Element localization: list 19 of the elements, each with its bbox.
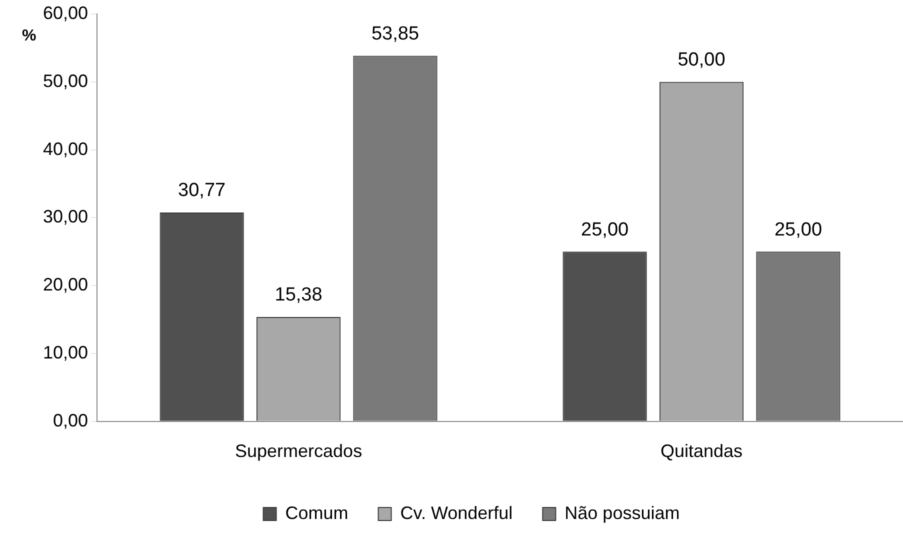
y-axis-title: %	[22, 27, 36, 44]
text: 53,85	[371, 23, 420, 44]
text: 25,00	[581, 219, 629, 240]
y-tick-label: 20,00	[42, 274, 88, 295]
y-tick-label: 10,00	[42, 342, 88, 362]
legend-label: Não possuiam	[564, 502, 680, 523]
y-tick-label: 30,00	[42, 206, 88, 227]
y-tick-label: 40,00	[42, 138, 88, 159]
text: 50,00	[678, 50, 726, 71]
y-tick-label: 60,00	[42, 2, 88, 23]
x-tick-label: Quitandas	[660, 441, 743, 462]
y-tick-label: 50,00	[42, 70, 88, 91]
legend-label: Comum	[285, 502, 348, 523]
text: 30,77	[178, 180, 226, 202]
y-tick-label: 0,00	[52, 410, 88, 430]
legend-label: Cv. Wonderful	[400, 502, 513, 523]
x-tick-label: Supermercados	[234, 441, 362, 462]
text: 25,00	[774, 219, 822, 240]
text: 15,38	[274, 284, 322, 306]
